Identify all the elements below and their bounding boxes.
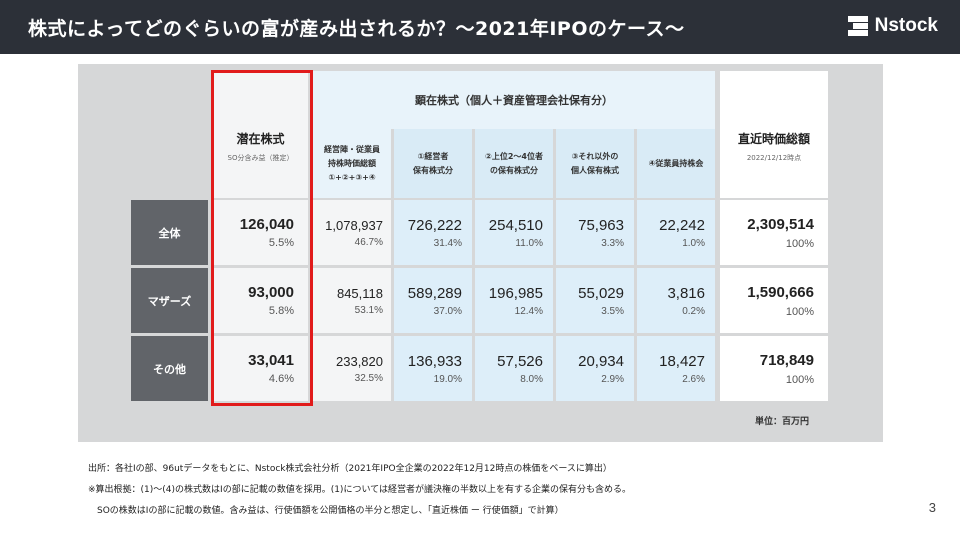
table-cell: 726,222 31.4% — [394, 200, 472, 265]
explicit-stock-group-title: 顕在株式（個人＋資産管理会社保有分） — [415, 94, 613, 107]
table-cell: 93,000 5.8% — [213, 268, 308, 333]
page-number: 3 — [928, 500, 936, 515]
table-cell: 254,510 11.0% — [475, 200, 553, 265]
latent-stock-title: 潜在株式 — [236, 132, 285, 146]
table-cell: 20,934 2.9% — [556, 336, 634, 401]
sub-header-employee-ownership: ④従業員持株会 — [637, 129, 715, 198]
page-title: 株式によってどのぐらいの富が産み出されるか？〜2021年IPOのケース〜 — [28, 18, 685, 40]
latent-stock-subtitle: SO分含み益（推定） — [227, 154, 294, 162]
unit-label: 単位：百万円 — [755, 417, 810, 427]
table-cell: 33,041 4.6% — [213, 336, 308, 401]
table-cell: 22,242 1.0% — [637, 200, 715, 265]
table-cell: 845,118 53.1% — [313, 268, 391, 333]
sub-header-other-individuals: ③それ以外の 個人保有株式 — [556, 129, 634, 198]
latent-stock-header: 潜在株式 SO分含み益（推定） — [213, 71, 308, 198]
explicit-stock-group-header: 顕在株式（個人＋資産管理会社保有分） — [313, 71, 715, 129]
brand-name: Nstock — [874, 15, 938, 36]
table-cell: 589,289 37.0% — [394, 268, 472, 333]
table-cell: 3,816 0.2% — [637, 268, 715, 333]
brand-logo: Nstock — [847, 15, 938, 37]
table-cell: 136,933 19.0% — [394, 336, 472, 401]
sub-header-executive: ①経営者 保有株式分 — [394, 129, 472, 198]
market-cap-subtitle: 2022/12/12時点 — [746, 154, 802, 162]
latent-stock-highlight-box — [211, 70, 313, 406]
table-cell: 18,427 2.6% — [637, 336, 715, 401]
table-cell: 126,040 5.5% — [213, 200, 308, 265]
table-cell: 1,078,937 46.7% — [313, 200, 391, 265]
header-bar: 株式によってどのぐらいの富が産み出されるか？〜2021年IPOのケース〜 Nst… — [0, 0, 960, 54]
table-cell: 57,526 8.0% — [475, 336, 553, 401]
row-label-mothers: マザーズ — [131, 268, 208, 333]
source-note: 出所：各社Iの部、96utデータをもとに、Nstock株式会社分析（2021年I… — [88, 464, 612, 474]
table-cell: 55,029 3.5% — [556, 268, 634, 333]
table-cell: 1,590,666 100% — [720, 268, 828, 333]
table-cell: 196,985 12.4% — [475, 268, 553, 333]
row-label-all: 全体 — [131, 200, 208, 265]
market-cap-header: 直近時価総額 2022/12/12時点 — [720, 71, 828, 198]
market-cap-title: 直近時価総額 — [737, 132, 810, 146]
table-cell: 2,309,514 100% — [720, 200, 828, 265]
footnotes: 出所：各社Iの部、96utデータをもとに、Nstock株式会社分析（2021年I… — [88, 459, 631, 522]
table-cell: 718,849 100% — [720, 336, 828, 401]
table-cell: 75,963 3.3% — [556, 200, 634, 265]
calculation-note: ※算出根拠：(1)〜(4)の株式数はIの部に記載の数値を採用。(1)については経… — [88, 485, 631, 495]
so-note: SOの株数はIの部に記載の数値。含み益は、行使価額を公開価格の半分と想定し、「直… — [88, 506, 564, 516]
table-cell: 233,820 32.5% — [313, 336, 391, 401]
nstock-logo-icon — [847, 16, 868, 36]
sub-header-top-holders: ②上位2〜4位者 の保有株式分 — [475, 129, 553, 198]
row-label-others: その他 — [131, 336, 208, 401]
sub-header-total: 経営陣・従業員 持株時価総額 ①+②+③+④ — [313, 129, 391, 198]
